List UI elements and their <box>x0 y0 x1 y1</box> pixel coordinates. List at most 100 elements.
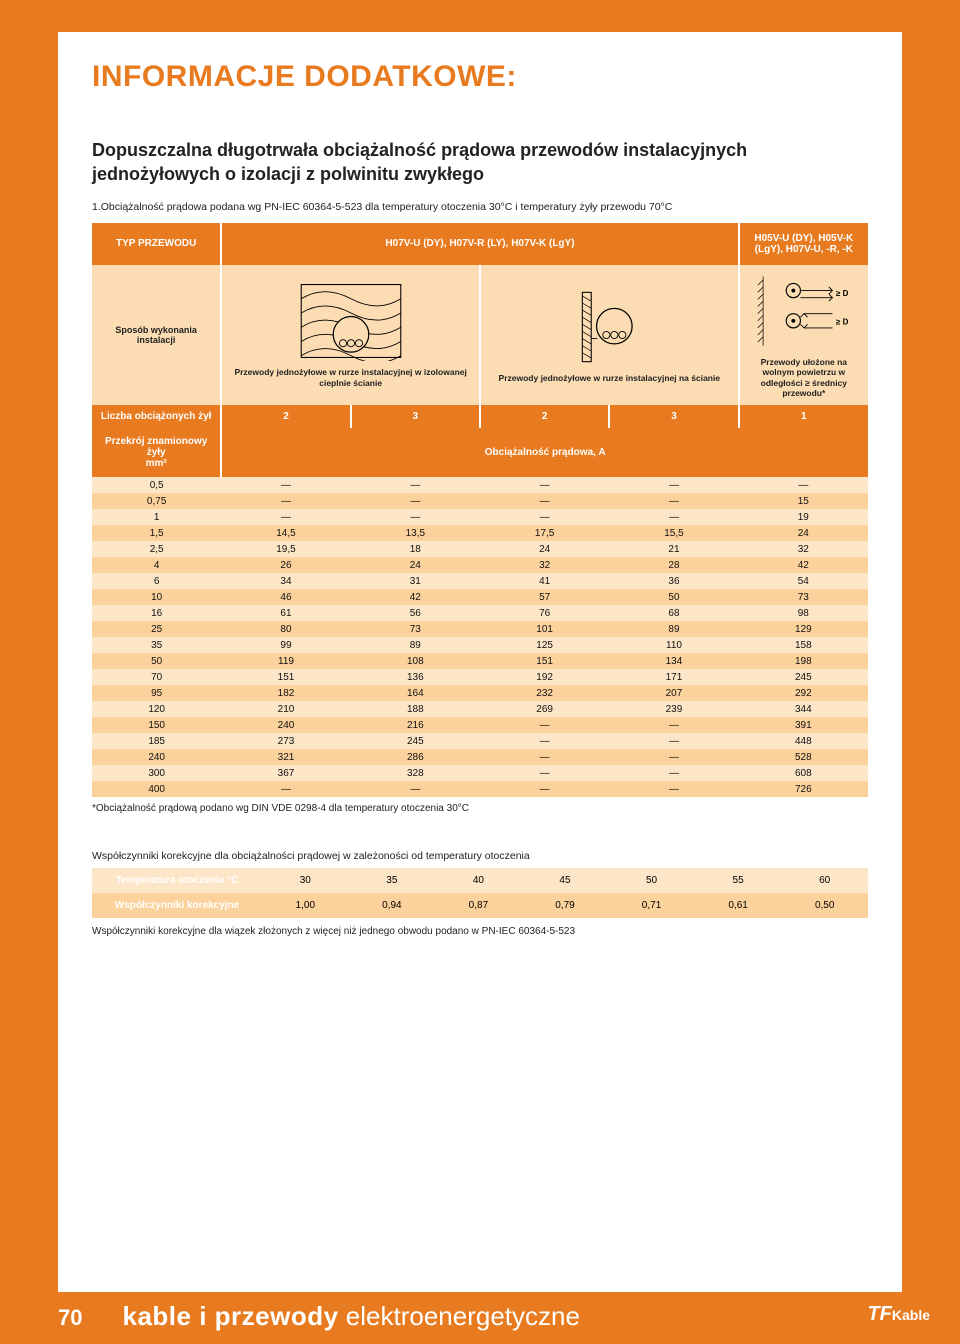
table-cell: 151 <box>221 669 350 685</box>
table-cell: 321 <box>221 749 350 765</box>
loaded-cores-row: Liczba obciążonych żył 2 3 2 3 1 <box>92 405 868 428</box>
current-capacity-label: Obciążalność prądowa, A <box>221 428 868 477</box>
table-row: 400————726 <box>92 781 868 797</box>
table-cell: 232 <box>480 685 609 701</box>
table-row: 359989125110158 <box>92 637 868 653</box>
footer-title-light: elektroenergetyczne <box>339 1301 580 1331</box>
table-cell: — <box>609 717 738 733</box>
table-cell: — <box>480 493 609 509</box>
table-cell: 19,5 <box>221 541 350 557</box>
cross-section-label: Przekrój znamionowy żyły mm² <box>92 428 221 477</box>
loaded-cores-label: Liczba obciążonych żył <box>92 405 221 428</box>
table-cell: 42 <box>351 589 480 605</box>
insulated-wall-icon <box>296 281 406 361</box>
table-cell: 192 <box>480 669 609 685</box>
table-cell: 400 <box>92 781 221 797</box>
table-cell: 32 <box>480 557 609 573</box>
type-label: TYP PRZEWODU <box>92 223 221 265</box>
table-cell: 28 <box>609 557 738 573</box>
table-cell: 185 <box>92 733 221 749</box>
diagram-on-wall: Przewody jednożyłowe w rurze instalacyjn… <box>480 265 739 406</box>
table-cell: — <box>609 733 738 749</box>
diagram-caption-1: Przewody jednożyłowe w rurze instalacyjn… <box>228 367 473 388</box>
table-row: 95182164232207292 <box>92 685 868 701</box>
logo-small: Kable <box>892 1307 930 1323</box>
table-cell: 182 <box>221 685 350 701</box>
table-cell: 54 <box>739 573 868 589</box>
table-cell: 110 <box>609 637 738 653</box>
table-cell: 76 <box>480 605 609 621</box>
correction-note: Współczynniki korekcyjne dla wiązek złoż… <box>92 926 868 937</box>
table-cell: 344 <box>739 701 868 717</box>
table-cell: 17,5 <box>480 525 609 541</box>
table-cell: 171 <box>609 669 738 685</box>
table-row: 42624322842 <box>92 557 868 573</box>
table-cell: 1,5 <box>92 525 221 541</box>
footer-title: kable i przewody elektroenergetyczne <box>122 1301 579 1332</box>
table-cell: 198 <box>739 653 868 669</box>
table-cell: 95 <box>92 685 221 701</box>
logo: TFKable <box>867 1303 930 1326</box>
table-cell: — <box>609 477 738 493</box>
table-cell: 19 <box>739 509 868 525</box>
table-cell: 0,75 <box>92 493 221 509</box>
table-cell: 34 <box>221 573 350 589</box>
section-header-row: Przekrój znamionowy żyły mm² Obciążalnoś… <box>92 428 868 477</box>
table-cell: 136 <box>351 669 480 685</box>
footer: 70 kable i przewody elektroenergetyczne <box>58 1301 902 1332</box>
loaded-cores-v4: 3 <box>609 405 738 428</box>
temp-v3: 45 <box>522 868 609 893</box>
loaded-cores-v5: 1 <box>739 405 868 428</box>
table-cell: 99 <box>221 637 350 653</box>
table-cell: 31 <box>351 573 480 589</box>
correction-title: Współczynniki korekcyjne dla obciążalnoś… <box>92 850 868 862</box>
table-cell: 4 <box>92 557 221 573</box>
table-cell: 528 <box>739 749 868 765</box>
table-row: 300367328——608 <box>92 765 868 781</box>
table-row: 63431413654 <box>92 573 868 589</box>
table-cell: 108 <box>351 653 480 669</box>
free-air-icon: ≥ D ≥ D <box>749 271 859 351</box>
table-cell: 300 <box>92 765 221 781</box>
table-cell: — <box>609 781 738 797</box>
table-row: 240321286——528 <box>92 749 868 765</box>
diagram-caption-2: Przewody jednożyłowe w rurze instalacyjn… <box>487 373 732 384</box>
table-cell: — <box>480 717 609 733</box>
table-cell: — <box>739 477 868 493</box>
table-cell: 207 <box>609 685 738 701</box>
table-cell: 80 <box>221 621 350 637</box>
on-wall-icon <box>554 287 664 367</box>
table-cell: 240 <box>221 717 350 733</box>
condition-note: 1.Obciążalność prądowa podana wg PN-IEC … <box>92 201 868 213</box>
table-cell: 245 <box>739 669 868 685</box>
table-row: 50119108151134198 <box>92 653 868 669</box>
table-row: 120210188269239344 <box>92 701 868 717</box>
factor-v2: 0,87 <box>435 893 522 918</box>
factor-v5: 0,61 <box>695 893 782 918</box>
table-row: 2,519,518242132 <box>92 541 868 557</box>
correction-table: Temperatura otoczenia °C 30 35 40 45 50 … <box>92 868 868 918</box>
temp-v1: 35 <box>349 868 436 893</box>
table-cell: 32 <box>739 541 868 557</box>
factor-v1: 0,94 <box>349 893 436 918</box>
table-cell: — <box>480 477 609 493</box>
table-cell: 24 <box>351 557 480 573</box>
table-cell: — <box>480 733 609 749</box>
loaded-cores-v3: 2 <box>480 405 609 428</box>
factor-v0: 1,00 <box>262 893 349 918</box>
table-cell: — <box>609 765 738 781</box>
install-method-label: Sposób wykonania instalacji <box>92 265 221 406</box>
table-cell: 239 <box>609 701 738 717</box>
table-cell: — <box>351 781 480 797</box>
temp-v4: 50 <box>608 868 695 893</box>
cross-section-l3: mm² <box>100 458 212 469</box>
table-cell: 24 <box>480 541 609 557</box>
table-cell: — <box>480 781 609 797</box>
table-cell: 391 <box>739 717 868 733</box>
diagram-free-air: ≥ D ≥ D Przewody ułożone na wolnym powie… <box>739 265 868 406</box>
table-cell: — <box>480 749 609 765</box>
table-cell: 42 <box>739 557 868 573</box>
table-cell: 240 <box>92 749 221 765</box>
logo-big: TF <box>867 1303 891 1325</box>
table-cell: 10 <box>92 589 221 605</box>
